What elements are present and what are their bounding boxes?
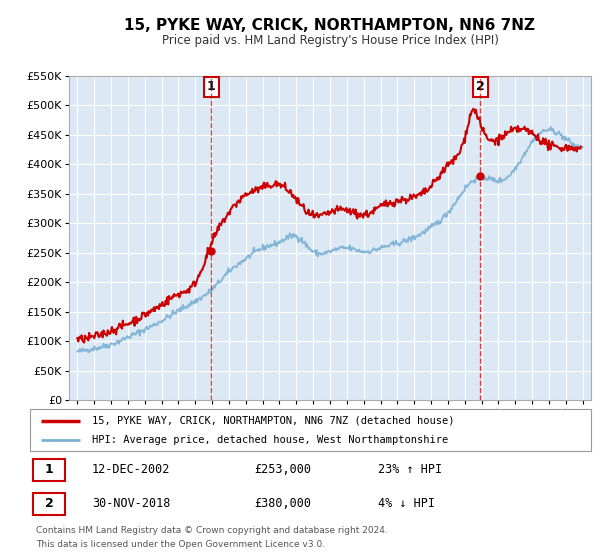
Text: 23% ↑ HPI: 23% ↑ HPI <box>378 463 442 476</box>
Text: Contains HM Land Registry data © Crown copyright and database right 2024.: Contains HM Land Registry data © Crown c… <box>36 526 388 535</box>
Text: 15, PYKE WAY, CRICK, NORTHAMPTON, NN6 7NZ: 15, PYKE WAY, CRICK, NORTHAMPTON, NN6 7N… <box>125 18 536 32</box>
Text: 30-NOV-2018: 30-NOV-2018 <box>92 497 170 510</box>
Text: £253,000: £253,000 <box>254 463 311 476</box>
Text: £380,000: £380,000 <box>254 497 311 510</box>
Text: This data is licensed under the Open Government Licence v3.0.: This data is licensed under the Open Gov… <box>36 540 325 549</box>
Text: 12-DEC-2002: 12-DEC-2002 <box>92 463 170 476</box>
Text: 1: 1 <box>44 463 53 476</box>
Text: 2: 2 <box>44 497 53 510</box>
Text: 2: 2 <box>476 81 485 94</box>
Text: 4% ↓ HPI: 4% ↓ HPI <box>378 497 435 510</box>
Text: 15, PYKE WAY, CRICK, NORTHAMPTON, NN6 7NZ (detached house): 15, PYKE WAY, CRICK, NORTHAMPTON, NN6 7N… <box>92 416 454 426</box>
Bar <box>33 493 65 515</box>
Text: 1: 1 <box>207 81 215 94</box>
Bar <box>33 459 65 480</box>
Text: Price paid vs. HM Land Registry's House Price Index (HPI): Price paid vs. HM Land Registry's House … <box>161 34 499 47</box>
Text: HPI: Average price, detached house, West Northamptonshire: HPI: Average price, detached house, West… <box>92 435 448 445</box>
